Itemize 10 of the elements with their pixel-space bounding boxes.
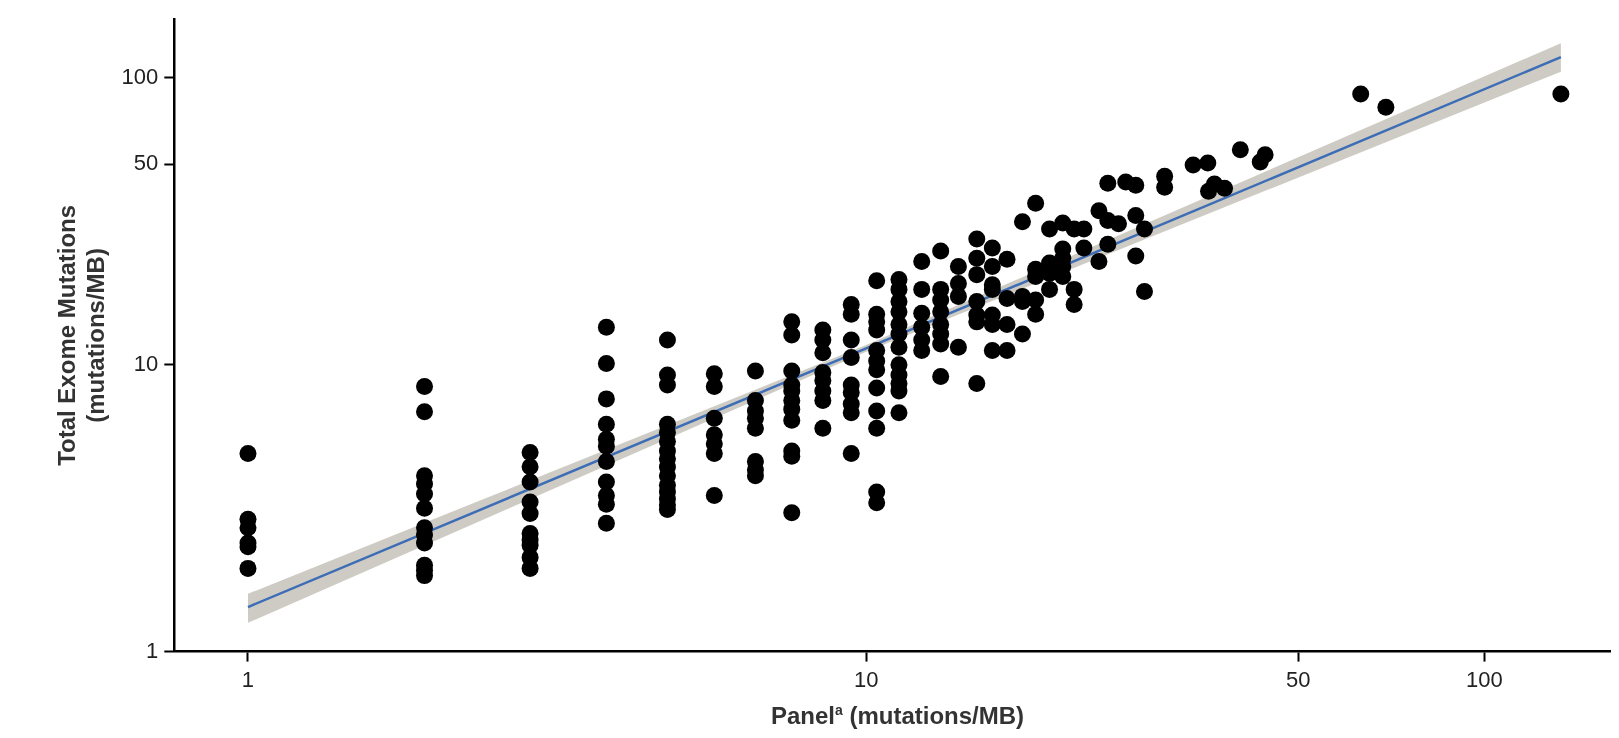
y-tick-label: 1 — [146, 637, 159, 663]
y-axis-title: Total Exome Mutations (mutations/MB) — [53, 204, 109, 466]
x-tick-label: 100 — [1465, 666, 1503, 692]
y-tick-label: 100 — [121, 63, 159, 89]
x-tick-label: 50 — [1285, 666, 1311, 692]
x-tick-label: 10 — [853, 666, 879, 692]
y-tick-label: 10 — [133, 350, 159, 376]
x-axis-title: Panel$^{a}$ (mutations/MB) — [769, 702, 1026, 730]
y-tick-label: 50 — [133, 150, 159, 176]
x-tick-label: 1 — [241, 666, 255, 692]
